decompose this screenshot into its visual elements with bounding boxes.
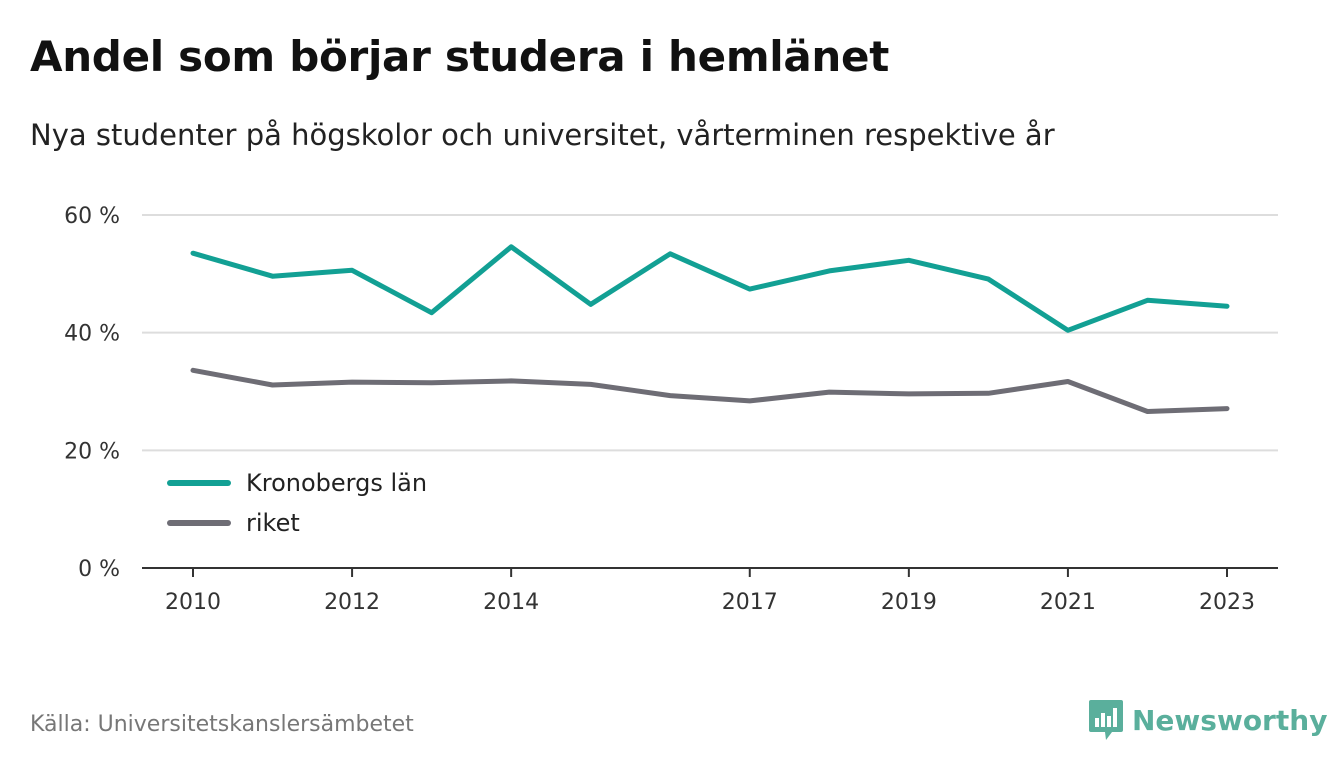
- x-tick-label: 2023: [1199, 590, 1255, 615]
- x-tick-label: 2017: [722, 590, 778, 615]
- x-tick-label: 2019: [881, 590, 937, 615]
- x-tick-label: 2012: [324, 590, 380, 615]
- y-tick-label: 40 %: [64, 322, 120, 347]
- legend-label: Kronobergs län: [246, 469, 427, 497]
- y-tick-label: 60 %: [64, 204, 120, 229]
- legend-label: riket: [246, 509, 300, 537]
- x-tick-label: 2014: [483, 590, 539, 615]
- chart-title: Andel som börjar studera i hemlänet: [30, 32, 889, 81]
- x-tick-label: 2021: [1040, 590, 1096, 615]
- series-line-1: [190, 367, 1230, 414]
- series-line-0: [190, 244, 1230, 333]
- brand: Newsworthy: [1088, 698, 1327, 742]
- y-tick-label: 0 %: [78, 557, 120, 582]
- x-tick-label: 2010: [165, 590, 221, 615]
- y-tick-label: 20 %: [64, 439, 120, 464]
- chart-subtitle: Nya studenter på högskolor och universit…: [30, 118, 1055, 152]
- newsworthy-logo-icon: [1089, 700, 1123, 740]
- brand-name: Newsworthy: [1132, 703, 1328, 737]
- source-note: Källa: Universitetskanslersämbetet: [30, 712, 414, 737]
